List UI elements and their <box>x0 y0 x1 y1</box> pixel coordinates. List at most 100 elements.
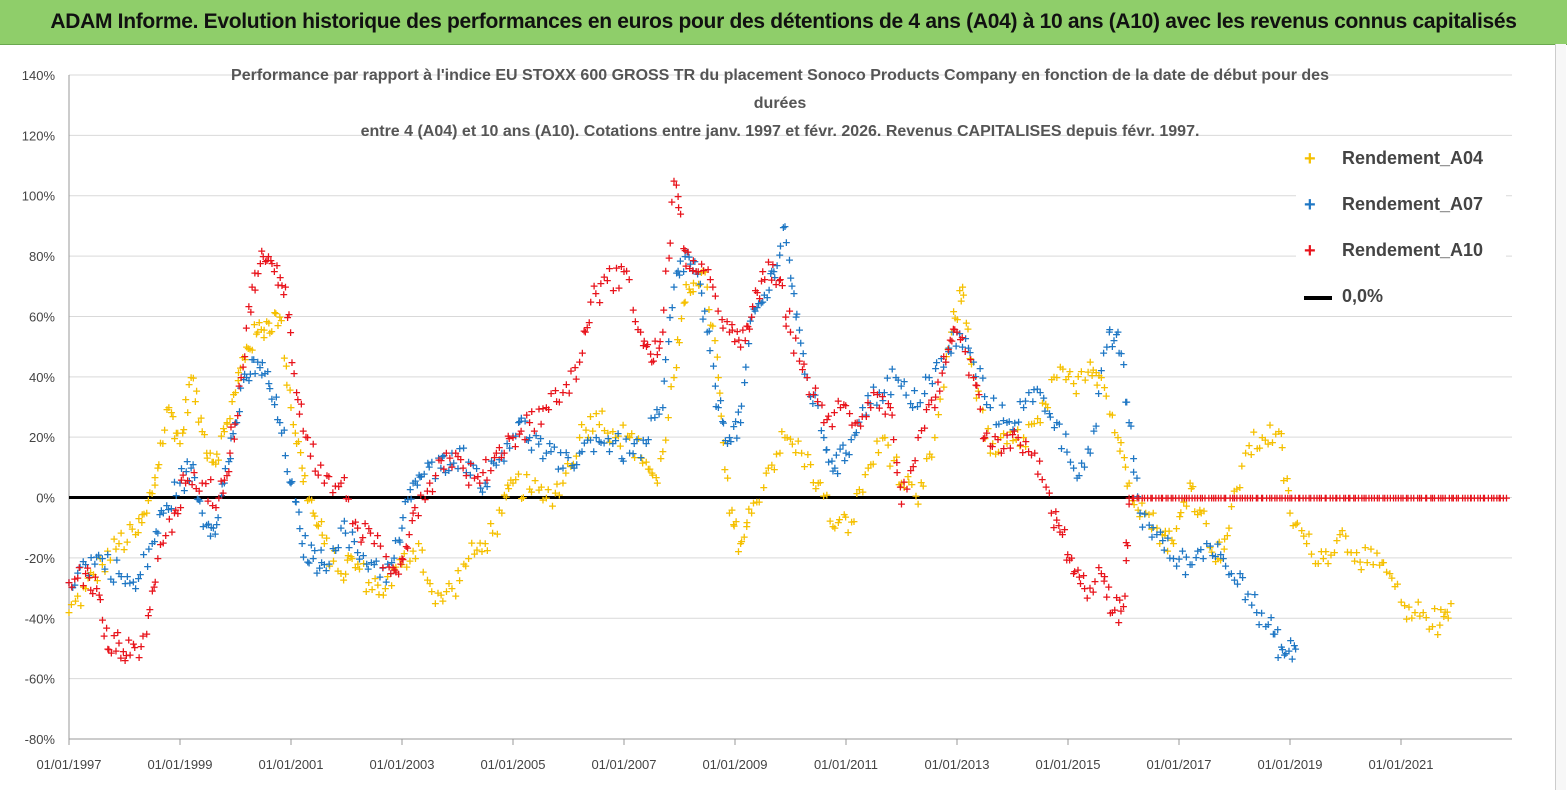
data-point: + <box>974 384 983 397</box>
data-point: + <box>464 552 473 565</box>
data-point: + <box>564 451 573 464</box>
data-point: + <box>685 283 694 296</box>
data-point: + <box>229 388 238 401</box>
data-point: + <box>389 563 398 576</box>
data-point: + <box>226 420 235 433</box>
data-point: + <box>633 323 642 336</box>
data-point: + <box>999 414 1008 427</box>
data-point: + <box>1060 523 1069 536</box>
data-point: + <box>265 326 274 339</box>
data-point: + <box>96 552 105 565</box>
data-point: + <box>563 457 572 470</box>
y-tick-label: -80% <box>25 732 56 747</box>
data-point: + <box>736 537 745 550</box>
data-point: + <box>145 603 154 616</box>
data-point: + <box>689 264 698 277</box>
data-point: + <box>1372 547 1381 560</box>
data-point: + <box>144 494 153 507</box>
data-point: + <box>677 312 686 325</box>
data-point: + <box>193 493 202 506</box>
data-point: + <box>455 574 464 587</box>
data-point: + <box>231 386 240 399</box>
data-point: + <box>714 371 723 384</box>
data-point: + <box>1213 552 1222 565</box>
data-point: + <box>978 372 987 385</box>
data-point: + <box>655 335 664 348</box>
data-point: + <box>128 522 137 535</box>
data-point: + <box>892 451 901 464</box>
data-point: + <box>779 221 788 234</box>
data-point: + <box>937 352 946 365</box>
data-point: + <box>272 259 281 272</box>
data-point: + <box>992 418 1001 431</box>
data-point: + <box>1033 382 1042 395</box>
data-point: + <box>470 472 479 485</box>
data-point: + <box>1257 492 1266 505</box>
data-point: + <box>1175 510 1184 523</box>
data-point: + <box>542 446 551 459</box>
data-point: + <box>982 398 991 411</box>
data-point: + <box>362 558 371 571</box>
data-point: + <box>1046 411 1055 424</box>
data-point: + <box>1193 492 1202 505</box>
data-point: + <box>813 395 822 408</box>
data-point: + <box>558 461 567 474</box>
data-point: + <box>886 401 895 414</box>
data-point: + <box>1091 419 1100 432</box>
data-point: + <box>359 549 368 562</box>
data-point: + <box>777 425 786 438</box>
data-point: + <box>1052 416 1061 429</box>
data-point: + <box>83 572 92 585</box>
vertical-scrollbar[interactable] <box>1555 44 1566 790</box>
data-point: + <box>828 420 837 433</box>
data-point: + <box>364 576 373 589</box>
data-point: + <box>1109 334 1118 347</box>
data-point: + <box>1077 365 1086 378</box>
y-tick-label: 60% <box>29 309 55 324</box>
data-point: + <box>537 417 546 430</box>
data-point: + <box>740 530 749 543</box>
data-point: + <box>134 512 143 525</box>
data-point: + <box>578 347 587 360</box>
data-point: + <box>398 511 407 524</box>
data-point: + <box>991 430 1000 443</box>
data-point: + <box>138 508 147 521</box>
data-point: + <box>309 507 318 520</box>
data-point: + <box>170 476 179 489</box>
data-point: + <box>1002 428 1011 441</box>
x-axis-tick-labels: 01/01/1997 01/01/1999 01/01/2001 01/01/2003… <box>36 757 1433 772</box>
data-point: + <box>1119 600 1128 613</box>
data-point: + <box>155 508 164 521</box>
data-point: + <box>841 446 850 459</box>
data-point: + <box>329 542 338 555</box>
data-point: + <box>1321 492 1330 505</box>
data-point: + <box>397 552 406 565</box>
data-point: + <box>719 417 728 430</box>
data-point: + <box>1062 554 1071 567</box>
data-point: + <box>172 427 181 440</box>
data-point: + <box>986 446 995 459</box>
data-point: + <box>562 378 571 391</box>
data-point: + <box>1080 582 1089 595</box>
data-point: + <box>1171 492 1180 505</box>
data-point: + <box>661 264 670 277</box>
data-point: + <box>1056 361 1065 374</box>
data-point: + <box>148 584 157 597</box>
data-point: + <box>1130 498 1139 511</box>
data-point: + <box>1164 525 1173 538</box>
data-point: + <box>285 476 294 489</box>
data-point: + <box>927 450 936 463</box>
data-point: + <box>907 478 916 491</box>
data-point: + <box>403 493 412 506</box>
data-point: + <box>890 454 899 467</box>
data-point: + <box>958 341 967 354</box>
data-point: + <box>752 495 761 508</box>
data-point: + <box>222 469 231 482</box>
data-point: + <box>356 535 365 548</box>
data-point: + <box>124 634 133 647</box>
data-point: + <box>737 400 746 413</box>
data-point: + <box>858 485 867 498</box>
x-tick-label: 01/01/1997 <box>36 757 101 772</box>
data-point: + <box>738 323 747 336</box>
data-point: + <box>1315 492 1324 505</box>
